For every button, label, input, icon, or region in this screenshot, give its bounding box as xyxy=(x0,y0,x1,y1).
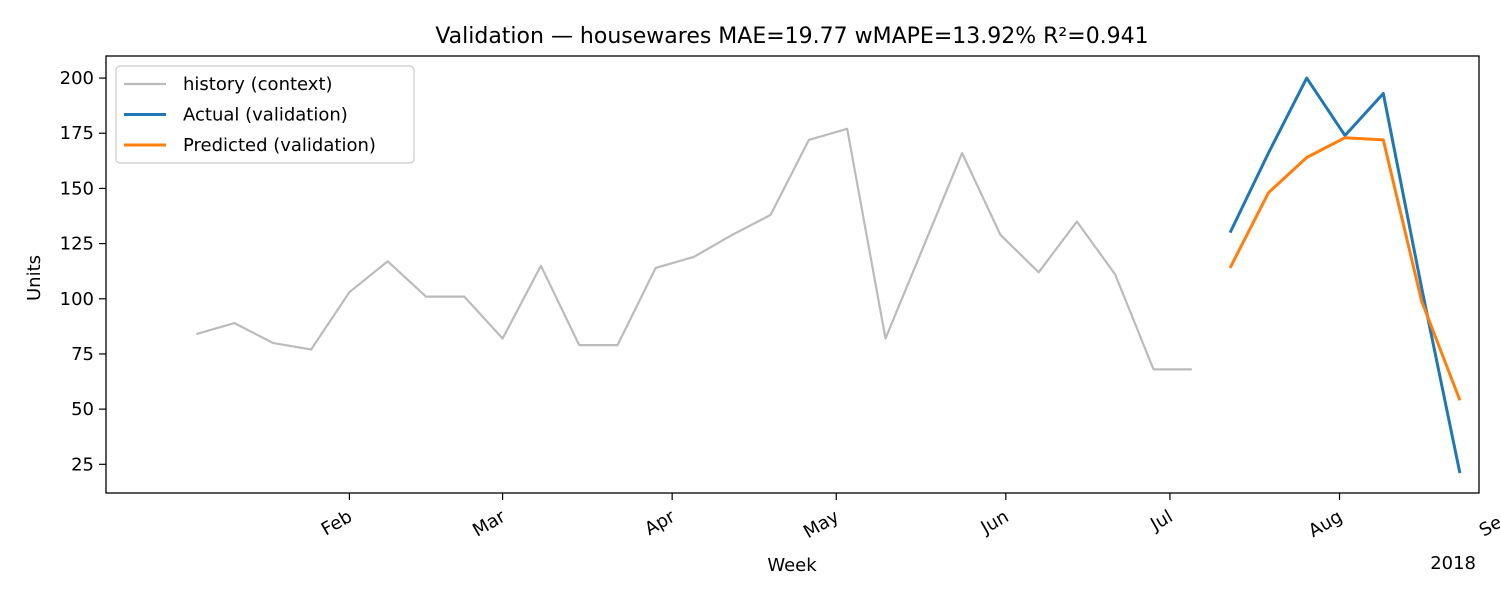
y-tick-label: 175 xyxy=(60,123,94,144)
y-tick-label: 75 xyxy=(71,344,94,365)
plot-lines xyxy=(195,76,1462,474)
series-line-0 xyxy=(195,127,1192,371)
y-tick-label: 50 xyxy=(71,399,94,420)
x-tick-label: Aug xyxy=(1305,506,1346,542)
x-axis: Feb Mar Apr May Jun Jul Aug Sep xyxy=(318,493,1500,543)
chart-title: Validation — housewares MAE=19.77 wMAPE=… xyxy=(435,24,1148,49)
y-tick-label: 150 xyxy=(60,178,94,199)
legend-label-2: Predicted (validation) xyxy=(183,135,376,156)
y-tick-label: 200 xyxy=(60,68,94,89)
x-tick-label: Feb xyxy=(318,506,356,540)
x-tick-label: May xyxy=(800,506,843,543)
x-tick-label: Jun xyxy=(977,506,1013,539)
x-axis-year-label: 2018 xyxy=(1430,553,1476,574)
series-line-1 xyxy=(1228,76,1462,474)
legend-box xyxy=(115,65,415,164)
legend-label-0: history (context) xyxy=(183,74,333,95)
x-tick-label: Mar xyxy=(469,506,509,541)
y-tick-label: 125 xyxy=(60,234,94,255)
y-axis-label: Units xyxy=(24,255,45,301)
x-axis-label: Week xyxy=(767,555,817,576)
y-axis: 25 50 75 100 125 150 175 200 xyxy=(60,68,106,475)
y-tick-label: 100 xyxy=(60,289,94,310)
axes-frame xyxy=(105,55,1480,494)
x-tick-label: Sep xyxy=(1476,506,1500,541)
x-tick-label: Jul xyxy=(1146,506,1176,536)
plot-frame xyxy=(105,55,1480,494)
legend-label-1: Actual (validation) xyxy=(183,105,348,126)
x-tick-label: Apr xyxy=(641,506,679,540)
series-line-2 xyxy=(1228,136,1462,401)
y-tick-label: 25 xyxy=(71,454,94,475)
legend: history (context) Actual (validation) Pred… xyxy=(115,65,415,164)
